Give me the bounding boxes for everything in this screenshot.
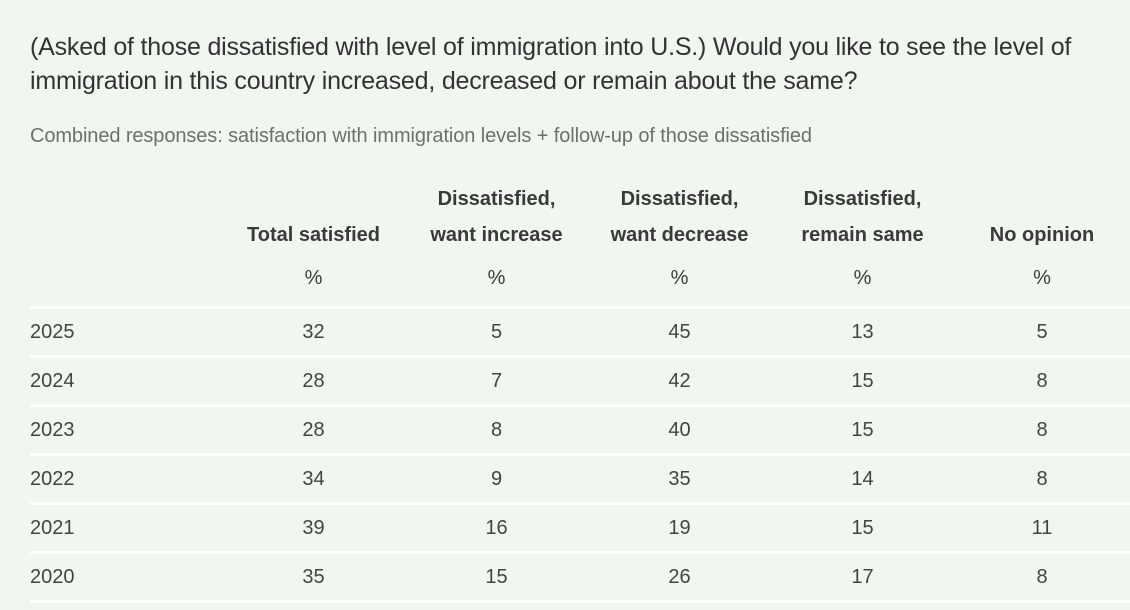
column-header-remain-same: Dissatisfied, remain same — [771, 181, 954, 253]
unit-cell: % — [771, 253, 954, 309]
value-cell: 26 — [588, 552, 771, 603]
table-row: 2023 28 8 40 15 8 — [30, 405, 1130, 456]
value-cell: 13 — [771, 307, 954, 358]
value-cell: 8 — [954, 454, 1130, 505]
year-cell: 2022 — [30, 454, 222, 505]
unit-cell-empty — [30, 253, 222, 309]
value-cell: 8 — [954, 356, 1130, 407]
header-row: Total satisfied Dissatisfied, want incre… — [30, 181, 1130, 253]
table-row: 2024 28 7 42 15 8 — [30, 356, 1130, 407]
value-cell: 42 — [588, 356, 771, 407]
table-row: 2022 34 9 35 14 8 — [30, 454, 1130, 505]
value-cell: 15 — [771, 503, 954, 554]
year-cell: 2024 — [30, 356, 222, 407]
value-cell: 8 — [405, 405, 588, 456]
column-header-want-decrease: Dissatisfied, want decrease — [588, 181, 771, 253]
column-header-line2: remain same — [801, 224, 924, 246]
value-cell: 15 — [771, 405, 954, 456]
unit-cell: % — [405, 253, 588, 309]
column-header-want-increase: Dissatisfied, want increase — [405, 181, 588, 253]
value-cell: 17 — [771, 552, 954, 603]
year-cell: 2023 — [30, 405, 222, 456]
table-row: 2020 35 15 26 17 8 — [30, 552, 1130, 603]
value-cell: 14 — [771, 454, 954, 505]
value-cell: 40 — [588, 405, 771, 456]
table-row: 2025 32 5 45 13 5 — [30, 307, 1130, 358]
value-cell: 11 — [954, 503, 1130, 554]
unit-cell: % — [222, 253, 405, 309]
column-header-line2: want decrease — [610, 224, 749, 246]
value-cell: 32 — [222, 307, 405, 358]
year-cell: 2020 — [30, 552, 222, 603]
year-cell: 2025 — [30, 307, 222, 358]
value-cell: 8 — [954, 552, 1130, 603]
column-header-line2: want increase — [430, 224, 563, 246]
value-cell: 5 — [405, 307, 588, 358]
value-cell: 39 — [222, 503, 405, 554]
value-cell: 19 — [588, 503, 771, 554]
unit-cell: % — [954, 253, 1130, 309]
column-header-total-satisfied: Total satisfied — [222, 181, 405, 253]
value-cell: 34 — [222, 454, 405, 505]
value-cell: 8 — [954, 405, 1130, 456]
value-cell: 5 — [954, 307, 1130, 358]
value-cell: 28 — [222, 356, 405, 407]
column-header-line1: Dissatisfied, — [437, 188, 556, 210]
value-cell: 28 — [222, 405, 405, 456]
table-row: 2021 39 16 19 15 11 — [30, 503, 1130, 554]
value-cell: 15 — [405, 552, 588, 603]
unit-cell: % — [588, 253, 771, 309]
value-cell: 15 — [771, 356, 954, 407]
value-cell: 9 — [405, 454, 588, 505]
unit-row: % % % % % — [30, 253, 1130, 309]
column-header-line1: Dissatisfied, — [803, 188, 922, 210]
column-header-line1: Dissatisfied, — [620, 188, 739, 210]
value-cell: 7 — [405, 356, 588, 407]
value-cell: 35 — [222, 552, 405, 603]
question-text: (Asked of those dissatisfied with level … — [30, 33, 1072, 95]
results-table: Total satisfied Dissatisfied, want incre… — [30, 181, 1130, 603]
year-cell: 2021 — [30, 503, 222, 554]
column-header-no-opinion: No opinion — [954, 181, 1130, 253]
column-header-line2: Total satisfied — [247, 224, 380, 246]
year-column-header — [30, 181, 222, 253]
value-cell: 35 — [588, 454, 771, 505]
value-cell: 45 — [588, 307, 771, 358]
value-cell: 16 — [405, 503, 588, 554]
chart-subtitle: Combined responses: satisfaction with im… — [30, 125, 812, 147]
column-header-line2: No opinion — [989, 224, 1095, 246]
